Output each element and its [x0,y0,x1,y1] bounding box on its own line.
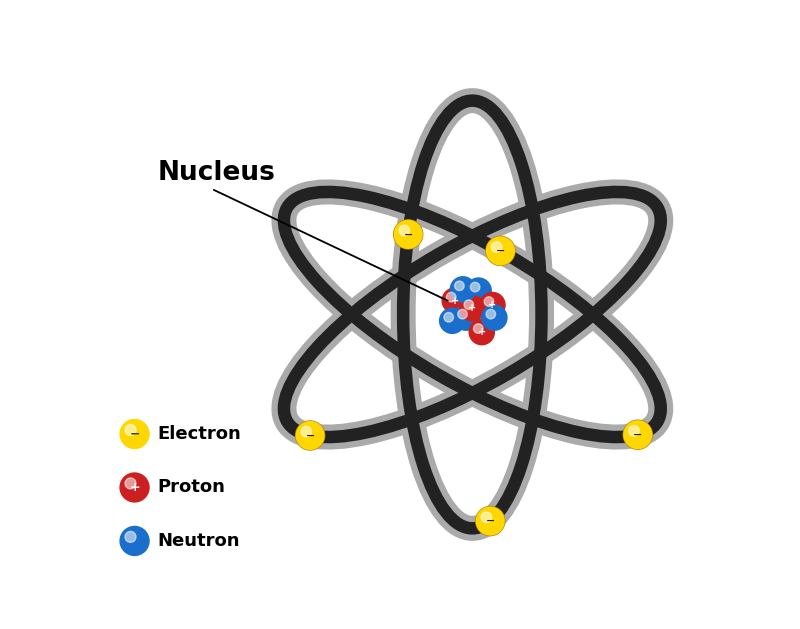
Circle shape [296,421,324,449]
Circle shape [474,324,483,333]
Circle shape [454,281,464,291]
Text: Neutron: Neutron [158,532,240,550]
Text: −: − [403,230,413,240]
Text: +: + [489,300,497,310]
Circle shape [301,426,311,437]
Circle shape [458,309,467,319]
Circle shape [482,305,507,330]
Circle shape [394,221,422,248]
Text: −: − [496,246,505,256]
Circle shape [125,478,136,489]
Circle shape [629,426,639,436]
Circle shape [440,308,465,333]
Circle shape [477,507,504,535]
Circle shape [624,421,652,448]
Text: −: − [633,430,642,440]
Circle shape [125,425,136,435]
Circle shape [446,292,456,302]
Circle shape [484,297,494,306]
Text: −: − [130,428,140,440]
Circle shape [623,420,652,449]
Circle shape [442,288,467,313]
Circle shape [486,309,496,319]
Text: Electron: Electron [158,425,242,443]
Text: +: + [478,327,486,337]
Circle shape [481,512,492,523]
Circle shape [470,282,480,292]
Circle shape [486,237,514,265]
Circle shape [295,421,325,450]
Text: +: + [468,303,476,313]
Text: Nucleus: Nucleus [158,160,276,186]
Text: +: + [130,481,140,494]
Circle shape [450,277,475,302]
Circle shape [486,237,515,265]
Circle shape [480,292,505,318]
Circle shape [444,313,454,322]
Circle shape [454,305,478,330]
Circle shape [394,220,422,249]
Text: +: + [450,296,458,306]
Text: Proton: Proton [158,479,226,496]
Circle shape [460,296,485,321]
Circle shape [120,473,149,502]
Circle shape [466,278,491,303]
Circle shape [125,532,136,542]
Circle shape [399,225,410,236]
Text: −: − [486,516,495,526]
Circle shape [491,242,502,252]
Circle shape [476,506,505,536]
Text: −: − [306,430,315,440]
Circle shape [120,420,149,448]
Circle shape [120,526,149,555]
Circle shape [469,320,494,345]
Circle shape [464,300,474,309]
